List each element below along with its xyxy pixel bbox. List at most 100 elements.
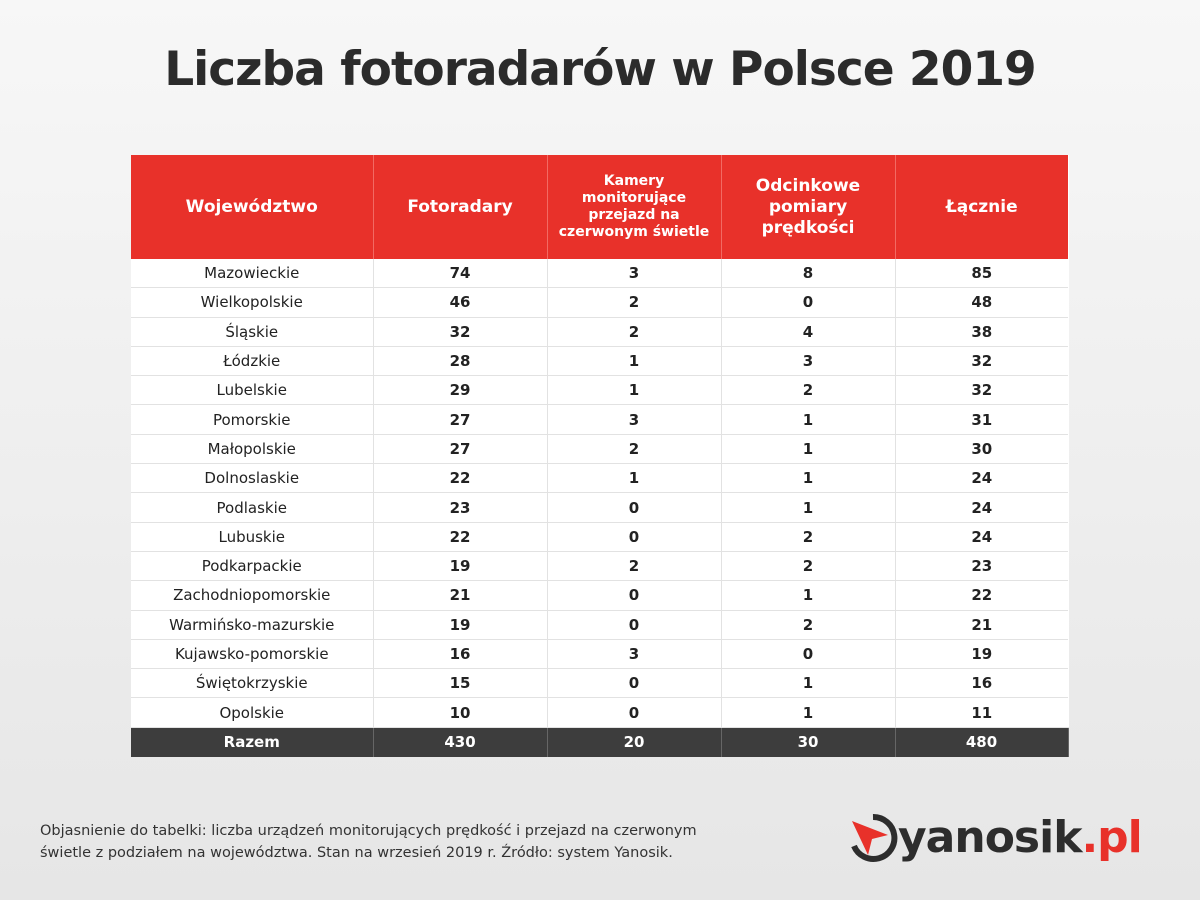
cell-number: 22 xyxy=(373,522,548,552)
cell-number: 2 xyxy=(721,375,896,406)
cell-number: 2 xyxy=(721,610,896,640)
column-header: Kamery monitorujące przejazd na czerwony… xyxy=(547,155,722,259)
cell-number: 31 xyxy=(895,404,1068,435)
total-number: 430 xyxy=(373,727,548,757)
cell-number: 16 xyxy=(373,639,548,670)
cell-number: 22 xyxy=(373,463,548,494)
cell-number: 24 xyxy=(895,463,1068,494)
cell-number: 29 xyxy=(373,375,548,406)
table-row: Podkarpackie 19 2 2 23 xyxy=(131,551,1068,582)
table-row: Pomorskie 27 3 1 31 xyxy=(131,404,1068,435)
cell-number: 19 xyxy=(373,551,548,582)
cell-number: 24 xyxy=(895,522,1068,552)
cell-number: 1 xyxy=(721,434,896,465)
cell-number: 38 xyxy=(895,317,1068,347)
cell-region: Zachodniopomorskie xyxy=(131,580,374,611)
table-row: Śląskie 32 2 4 38 xyxy=(131,317,1068,347)
cell-number: 8 xyxy=(721,259,896,289)
table-row: Warmińsko-mazurskie 19 0 2 21 xyxy=(131,610,1068,640)
cell-number: 24 xyxy=(895,492,1068,523)
cell-number: 3 xyxy=(721,346,896,377)
cell-number: 1 xyxy=(721,404,896,435)
cell-number: 32 xyxy=(373,317,548,347)
cell-number: 2 xyxy=(547,434,722,465)
cell-number: 1 xyxy=(721,463,896,494)
table-row: Dolnoslaskie 22 1 1 24 xyxy=(131,463,1068,494)
cell-region: Małopolskie xyxy=(131,434,374,465)
cell-number: 19 xyxy=(373,610,548,640)
cell-number: 1 xyxy=(547,463,722,494)
table-row: Zachodniopomorskie 21 0 1 22 xyxy=(131,580,1068,611)
cell-number: 46 xyxy=(373,287,548,318)
table-row: Podlaskie 23 0 1 24 xyxy=(131,492,1068,523)
table-row: Lubuskie 22 0 2 24 xyxy=(131,522,1068,552)
title: Liczba fotoradarów w Polsce 2019 xyxy=(164,42,1037,97)
cell-region: Kujawsko-pomorskie xyxy=(131,639,374,670)
cell-number: 4 xyxy=(721,317,896,347)
cell-region: Łódzkie xyxy=(131,346,374,377)
header-row: Województwo Fotoradary Kamery monitorujące… xyxy=(131,155,1068,259)
cell-number: 0 xyxy=(721,287,896,318)
table: Województwo Fotoradary Kamery monitorujące… xyxy=(131,155,1069,757)
table-row: Opolskie 10 0 1 11 xyxy=(131,697,1068,728)
cell-number: 19 xyxy=(895,639,1068,670)
table-row: Wielkopolskie 46 2 0 48 xyxy=(131,287,1068,318)
cell-number: 21 xyxy=(373,580,548,611)
cell-number: 3 xyxy=(547,404,722,435)
cell-number: 27 xyxy=(373,434,548,465)
table-row: Małopolskie 27 2 1 30 xyxy=(131,434,1068,465)
cell-number: 2 xyxy=(547,551,722,582)
cell-number: 30 xyxy=(895,434,1068,465)
cell-number: 3 xyxy=(547,639,722,670)
table-row: Lubelskie 29 1 2 32 xyxy=(131,375,1068,406)
total-number: 480 xyxy=(895,727,1069,757)
cell-region: Podkarpackie xyxy=(131,551,374,582)
logo-suffix: .pl xyxy=(1081,812,1142,863)
column-header: Fotoradary xyxy=(373,155,548,259)
cell-region: Mazowieckie xyxy=(131,259,374,289)
cell-region: Opolskie xyxy=(131,697,374,728)
cell-number: 85 xyxy=(895,259,1068,289)
footnote-line: Objasnienie do tabelki: liczba urządzeń … xyxy=(40,823,697,839)
cell-region: Wielkopolskie xyxy=(131,287,374,318)
cell-number: 16 xyxy=(895,668,1068,699)
cell-region: Warmińsko-mazurskie xyxy=(131,610,374,640)
cell-number: 2 xyxy=(721,522,896,552)
cell-number: 0 xyxy=(547,580,722,611)
cell-number: 23 xyxy=(895,551,1068,582)
total-label: Razem xyxy=(131,727,374,757)
cell-number: 11 xyxy=(895,697,1068,728)
cell-number: 1 xyxy=(721,697,896,728)
column-header: Województwo xyxy=(131,155,374,259)
cell-region: Lubuskie xyxy=(131,522,374,552)
cell-number: 0 xyxy=(547,522,722,552)
cell-number: 1 xyxy=(721,668,896,699)
cell-number: 48 xyxy=(895,287,1068,318)
table-row: Łódzkie 28 1 3 32 xyxy=(131,346,1068,377)
cell-number: 10 xyxy=(373,697,548,728)
cell-region: Podlaskie xyxy=(131,492,374,523)
cell-number: 2 xyxy=(547,317,722,347)
cell-number: 1 xyxy=(721,580,896,611)
table-body: Mazowieckie 74 3 8 85 Wielkopolskie 46 2 0 48 Śląs… xyxy=(131,259,1069,757)
cell-region: Lubelskie xyxy=(131,375,374,406)
cell-region: Śląskie xyxy=(131,317,374,347)
footnote: Objasnienie do tabelki: liczba urządzeń … xyxy=(40,820,697,864)
cell-number: 1 xyxy=(721,492,896,523)
cell-number: 74 xyxy=(373,259,548,289)
cell-number: 32 xyxy=(895,375,1068,406)
cell-region: Świętokrzyskie xyxy=(131,668,374,699)
cell-number: 2 xyxy=(721,551,896,582)
cell-number: 1 xyxy=(547,346,722,377)
cell-number: 28 xyxy=(373,346,548,377)
cell-number: 27 xyxy=(373,404,548,435)
cell-number: 2 xyxy=(547,287,722,318)
logo: yanosik .pl xyxy=(848,812,1143,863)
table-row: Kujawsko-pomorskie 16 3 0 19 xyxy=(131,639,1068,670)
table-row: Mazowieckie 74 3 8 85 xyxy=(131,259,1068,289)
total-number: 20 xyxy=(547,727,722,757)
total-row: Razem 430 20 30 480 xyxy=(131,727,1069,757)
cell-number: 3 xyxy=(547,259,722,289)
cell-number: 21 xyxy=(895,610,1068,640)
